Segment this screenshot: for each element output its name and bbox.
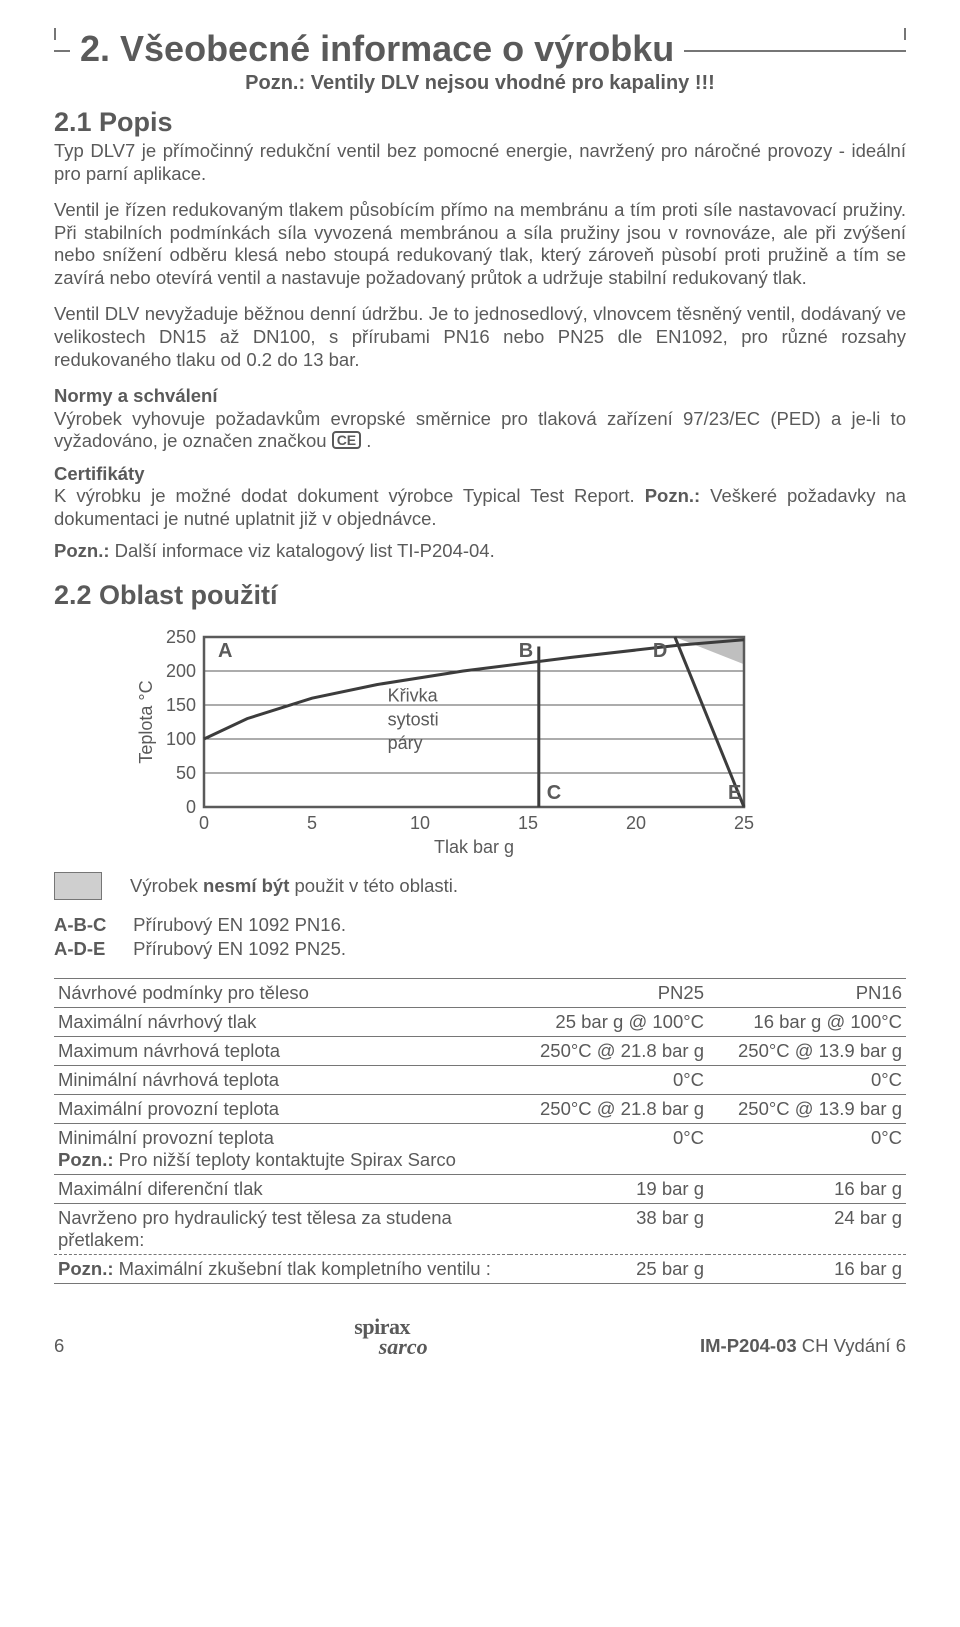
svg-text:200: 200 (166, 661, 196, 681)
svg-text:páry: páry (388, 734, 423, 754)
cert-pozn: Pozn.: (645, 485, 701, 506)
popis-p1: Typ DLV7 je přímočinný redukční ventil b… (54, 140, 906, 185)
cert-block: Certifikáty K výrobku je možné dodat dok… (54, 463, 906, 531)
normy-block: Normy a schválení Výrobek vyhovuje požad… (54, 385, 906, 453)
svg-text:C: C (547, 782, 561, 804)
oblast-heading: 2.2 Oblast použití (54, 580, 906, 611)
svg-text:20: 20 (626, 813, 646, 833)
doc-code: IM-P204-03 CH Vydání 6 (700, 1335, 906, 1357)
normy-text: Výrobek vyhovuje požadavkům evropské smě… (54, 408, 906, 452)
normy-heading: Normy a schválení (54, 385, 218, 406)
section-warning: Pozn.: Ventily DLV nejsou vhodné pro kap… (54, 72, 906, 95)
svg-text:B: B (519, 640, 533, 662)
svg-text:0: 0 (186, 797, 196, 817)
popis-p2: Ventil je řízen redukovaným tlakem působ… (54, 199, 906, 289)
svg-text:25: 25 (734, 813, 754, 833)
svg-text:D: D (653, 640, 667, 662)
section-title: 2. Všeobecné informace o výrobku (70, 28, 684, 70)
svg-text:A: A (218, 640, 232, 662)
chart-svg: 0 50 100 150 200 250 0 5 10 15 20 25 Tlak bar g Teplo… (134, 617, 794, 857)
brand-logo: spirax sarco (337, 1318, 428, 1356)
svg-text:sytosti: sytosti (388, 710, 439, 730)
popis-p3: Ventil DLV nevyžaduje běžnou denní údržb… (54, 303, 906, 371)
svg-text:15: 15 (518, 813, 538, 833)
svg-text:10: 10 (410, 813, 430, 833)
page-footer: 6 spirax sarco IM-P204-03 CH Vydání 6 (54, 1318, 906, 1356)
svg-text:150: 150 (166, 695, 196, 715)
ce-mark-icon: C⁠E (332, 431, 361, 449)
cert-text-a: K výrobku je možné dodat dokument výrobc… (54, 485, 645, 506)
svg-text:100: 100 (166, 729, 196, 749)
svg-text:Teplota °C: Teplota °C (136, 681, 156, 764)
page-number: 6 (54, 1335, 64, 1357)
abc-row: A-B-C Přírubový EN 1092 PN16. (54, 914, 906, 936)
svg-text:50: 50 (176, 763, 196, 783)
legend-swatch (54, 872, 102, 900)
cert-heading: Certifikáty (54, 463, 144, 484)
svg-text:Tlak bar g: Tlak bar g (434, 837, 514, 857)
conditions-table: Návrhové podmínky pro tělesoPN25PN16Maxi… (54, 978, 906, 1290)
ade-row: A-D-E Přírubový EN 1092 PN25. (54, 938, 906, 960)
svg-text:250: 250 (166, 627, 196, 647)
svg-text:Křivka: Křivka (388, 686, 439, 706)
pozn-line: Pozn.: Další informace viz katalogový li… (54, 540, 906, 562)
svg-text:5: 5 (307, 813, 317, 833)
svg-text:0: 0 (199, 813, 209, 833)
legend-row: Výrobek nesmí být použit v této oblasti. (54, 872, 906, 900)
svg-text:E: E (728, 782, 741, 804)
popis-heading: 2.1 Popis (54, 107, 906, 138)
